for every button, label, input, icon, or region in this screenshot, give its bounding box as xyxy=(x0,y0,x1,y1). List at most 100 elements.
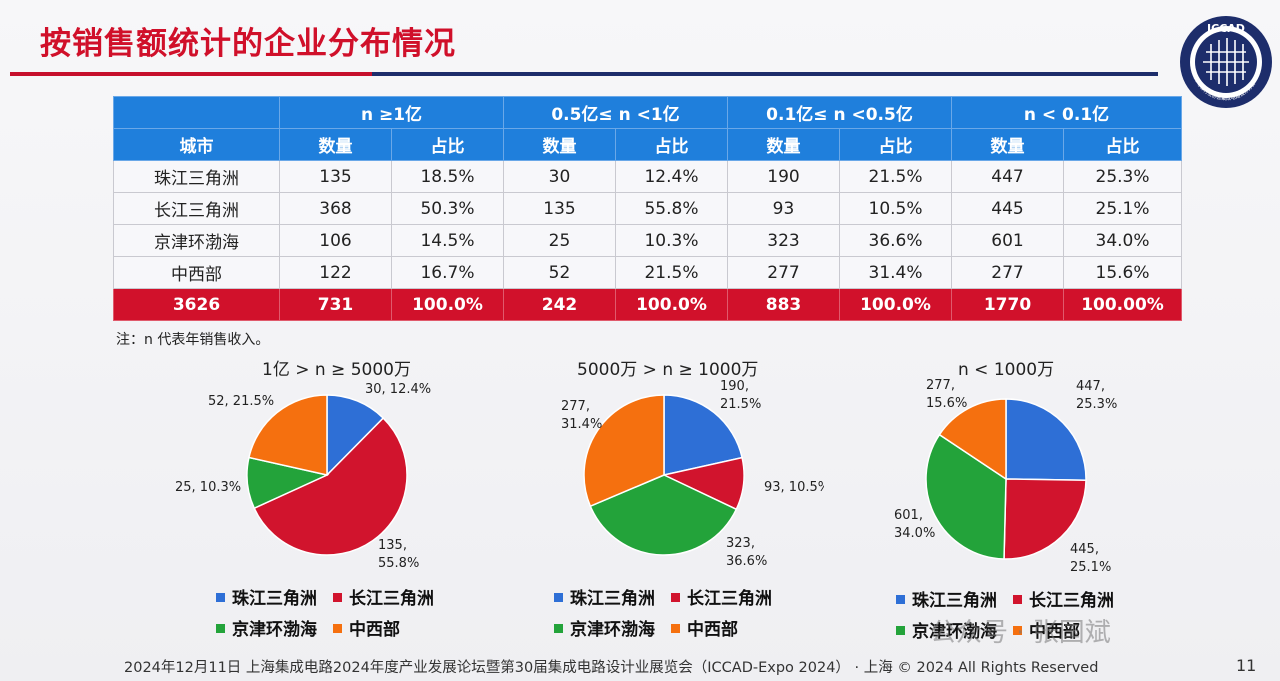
slide-title: 按销售额统计的企业分布情况 xyxy=(40,26,456,62)
title-underline-navy xyxy=(372,72,1158,76)
table-cell: 52 xyxy=(503,256,616,289)
total-cell: 731 xyxy=(279,288,392,321)
legend-swatch xyxy=(896,594,905,604)
pie-data-label: 30, 12.4% xyxy=(365,382,431,397)
legend-swatch xyxy=(671,623,680,633)
table-cell: 中西部 xyxy=(113,256,280,289)
col-header: 占比 xyxy=(838,128,953,161)
legend-label: 长江三角洲 xyxy=(1029,591,1114,611)
table-cell: 135 xyxy=(503,192,616,225)
pie-data-label-line: 135, xyxy=(378,538,407,553)
pie-slice-2 xyxy=(1003,478,1087,560)
total-cell: 100.00% xyxy=(1063,288,1183,321)
table-row: 长江三角洲 368 50.3% 135 55.8% 93 10.5% 445 2… xyxy=(113,192,1183,225)
pie-data-label-line: 601, xyxy=(894,508,923,523)
table-cell: 25.3% xyxy=(1063,160,1183,193)
legend-swatch xyxy=(1013,594,1022,604)
pie-slice-1 xyxy=(326,394,385,477)
pie-data-label-line: 55.8% xyxy=(378,556,419,571)
total-cell: 242 xyxy=(503,288,616,321)
legend-swatch xyxy=(896,625,905,635)
legend-label: 京津环渤海 xyxy=(912,622,997,642)
legend-item-prd: 珠江三角洲 xyxy=(554,584,655,609)
pie-data-label-line: 447, xyxy=(1076,379,1105,394)
pie-data-label-line: 21.5% xyxy=(720,397,761,412)
table-cell: 25 xyxy=(503,224,616,257)
legend-item-prd: 珠江三角洲 xyxy=(896,586,997,611)
table-cell: 15.6% xyxy=(1063,256,1183,289)
pie-data-label: 601, 34.0% xyxy=(894,508,935,541)
legend-label: 京津环渤海 xyxy=(232,620,317,640)
table-row: 中西部 122 16.7% 52 21.5% 277 31.4% 277 15.… xyxy=(113,256,1183,289)
table-corner xyxy=(113,96,280,129)
pie-chart-2: 190, 21.5% 93, 10.5% 323, 36.6% 277, 31.4% xyxy=(561,379,824,569)
legend-item-jjh: 京津环渤海 xyxy=(554,615,655,640)
legend-item-yrd: 长江三角洲 xyxy=(1013,586,1114,611)
pie-data-label-line: 31.4% xyxy=(561,417,602,432)
table-cell: 珠江三角洲 xyxy=(113,160,280,193)
pie-slice-4 xyxy=(938,398,1007,481)
pie-data-label-line: 25, 10.3% xyxy=(175,480,241,495)
pie-slice-2 xyxy=(253,417,408,556)
legend-label: 珠江三角洲 xyxy=(232,589,317,609)
table-cell: 106 xyxy=(279,224,392,257)
pie-data-label-line: 34.0% xyxy=(894,526,935,541)
table-row: 京津环渤海 106 14.5% 25 10.3% 323 36.6% 601 3… xyxy=(113,224,1183,257)
table-cell: 55.8% xyxy=(615,192,728,225)
total-cell: 1770 xyxy=(951,288,1065,321)
group-header: 0.5亿≤ n <1亿 xyxy=(503,96,728,129)
table-cell: 34.0% xyxy=(1063,224,1183,257)
pie-data-label: 25, 10.3% xyxy=(175,480,241,495)
pie-data-label: 447, 25.3% xyxy=(1076,379,1117,412)
pie-slice-3 xyxy=(589,474,738,556)
col-header: 数量 xyxy=(279,128,392,161)
table-row: 珠江三角洲 135 18.5% 30 12.4% 190 21.5% 447 2… xyxy=(113,160,1183,193)
legend-item-zxb: 中西部 xyxy=(671,615,738,640)
table-cell: 447 xyxy=(951,160,1065,193)
pie-2-title: 5000万 > n ≥ 1000万 xyxy=(577,360,759,380)
pie-data-label: 277, 31.4% xyxy=(561,399,602,432)
pie-data-label-line: 93, 10.5% xyxy=(764,480,824,495)
col-header: 占比 xyxy=(615,128,728,161)
table-cell: 30 xyxy=(503,160,616,193)
total-cell: 100.0% xyxy=(615,288,728,321)
table-cell: 16.7% xyxy=(391,256,504,289)
table-cell: 36.6% xyxy=(838,224,953,257)
total-cell: 100.0% xyxy=(838,288,953,321)
legend-item-jjh: 京津环渤海 xyxy=(216,615,317,640)
legend-label: 珠江三角洲 xyxy=(912,591,997,611)
table-cell: 京津环渤海 xyxy=(113,224,280,257)
table-cell: 122 xyxy=(279,256,392,289)
pie-data-label: 52, 21.5% xyxy=(208,394,274,409)
legend-label: 长江三角洲 xyxy=(687,589,772,609)
legend-swatch xyxy=(1013,625,1022,635)
table-cell: 21.5% xyxy=(838,160,953,193)
pie-data-label: 93, 10.5% xyxy=(764,480,824,495)
pie-chart-1: 30, 12.4% 135, 55.8% 25, 10.3% 52, 21.5% xyxy=(175,382,431,571)
title-underline-red xyxy=(10,72,372,76)
pie-data-label-line: 52, 21.5% xyxy=(208,394,274,409)
pie-chart-3: 447, 25.3% 445, 25.1% 601, 34.0% 277, 15.6% xyxy=(894,378,1117,575)
table-cell: 21.5% xyxy=(615,256,728,289)
pie-data-label-line: 445, xyxy=(1070,542,1099,557)
table-cell: 14.5% xyxy=(391,224,504,257)
legend-label: 中西部 xyxy=(687,620,738,640)
legend-item-zxb: 中西部 xyxy=(1013,617,1080,642)
col-header: 城市 xyxy=(113,128,280,161)
pie-data-label-line: 277, xyxy=(561,399,590,414)
pie-data-label: 190, 21.5% xyxy=(720,379,761,412)
group-header: 0.1亿≤ n <0.5亿 xyxy=(726,96,953,129)
pie-data-label: 135, 55.8% xyxy=(378,538,419,571)
table-cell: 31.4% xyxy=(838,256,953,289)
legend-item-yrd: 长江三角洲 xyxy=(671,584,772,609)
col-header: 数量 xyxy=(503,128,616,161)
table-cell: 长江三角洲 xyxy=(113,192,280,225)
table-cell: 18.5% xyxy=(391,160,504,193)
pie-data-label-line: 25.1% xyxy=(1070,560,1111,575)
total-cell: 3626 xyxy=(113,288,280,321)
pie-1-title: 1亿 > n ≥ 5000万 xyxy=(262,360,411,380)
page-number: 11 xyxy=(1236,656,1257,675)
legend-label: 中西部 xyxy=(1029,622,1080,642)
col-header: 数量 xyxy=(951,128,1065,161)
